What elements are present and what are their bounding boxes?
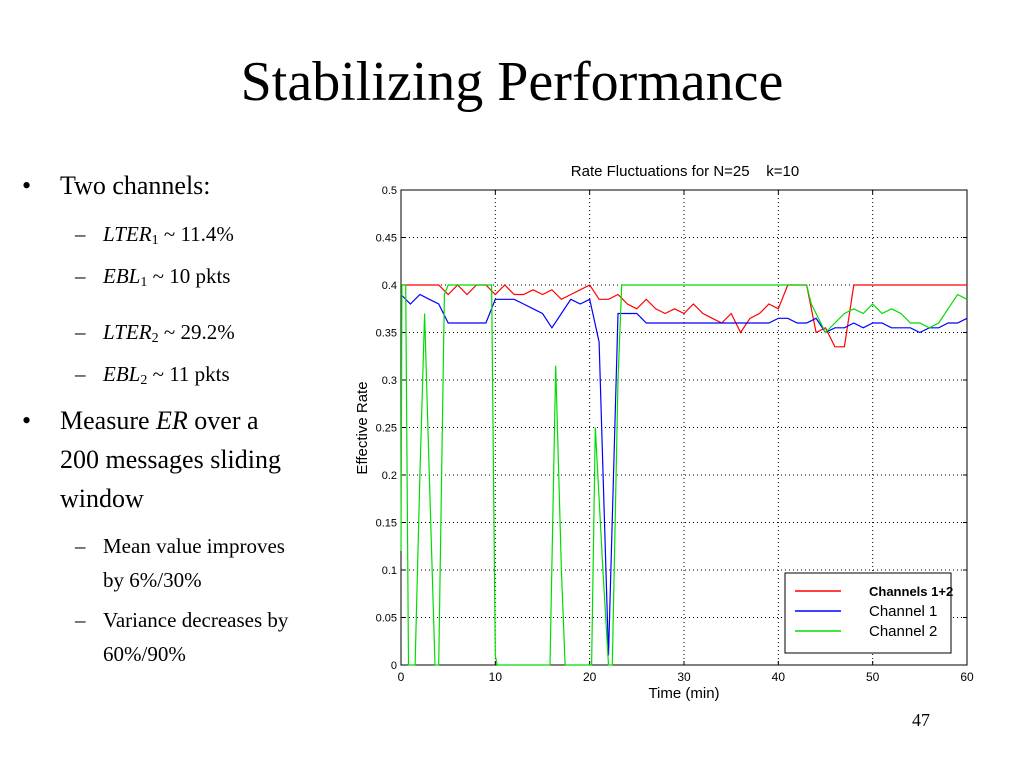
y-tick-label: 0.35 (376, 328, 397, 340)
ebl2-value: ~ 11 pkts (147, 362, 230, 386)
ebl2-label: EBL (103, 362, 141, 386)
dash-marker: – (75, 362, 86, 386)
x-tick-label: 40 (772, 670, 786, 684)
ebl2-subscript: 2 (140, 373, 148, 388)
lter2-value: ~ 29.2% (158, 320, 235, 344)
lter1-value: ~ 11.4% (158, 222, 234, 246)
x-tick-label: 50 (866, 670, 880, 684)
dash-marker: – (75, 222, 86, 246)
page-number: 47 (912, 710, 930, 730)
legend-label-2: Channel 1 (869, 603, 937, 620)
y-tick-label: 0.15 (376, 518, 397, 530)
dash-marker: – (75, 264, 86, 288)
bullet-dot: • (22, 406, 32, 435)
slide-title: Stabilizing Performance (240, 51, 784, 113)
legend-label-1: Channels 1+2 (869, 584, 953, 599)
x-axis-label: Time (min) (648, 685, 719, 702)
y-tick-label: 0.05 (376, 613, 397, 625)
chart-title: Rate Fluctuations for N=25 k=10 (571, 163, 799, 180)
y-tick-label: 0 (391, 660, 397, 672)
y-tick-label: 0.5 (382, 185, 397, 197)
ebl1-label: EBL (103, 264, 141, 288)
legend-label-3: Channel 2 (869, 623, 937, 640)
x-tick-label: 30 (677, 670, 691, 684)
y-tick-label: 0.25 (376, 423, 397, 435)
lter2-subscript: 2 (151, 331, 159, 346)
x-tick-label: 60 (960, 670, 974, 684)
legend-box (784, 572, 952, 654)
y-tick-label: 0.4 (382, 280, 397, 292)
dash-marker: – (75, 534, 86, 558)
ebl1-value: ~ 10 pkts (147, 264, 231, 288)
x-tick-label: 20 (583, 670, 597, 684)
bullet-text: Two channels: (60, 171, 211, 200)
lter1-label: LTER (103, 222, 152, 246)
dash-marker: – (75, 320, 86, 344)
y-tick-label: 0.2 (382, 470, 397, 482)
legend: Channels 1+2 Channel 1 Channel 2 (784, 572, 953, 654)
lter1-subscript: 1 (151, 233, 159, 248)
series-line-3 (400, 284, 968, 666)
x-tick-label: 0 (398, 670, 405, 684)
dash-marker: – (75, 608, 86, 632)
y-tick-label: 0.1 (382, 565, 397, 577)
y-tick-label: 0.45 (376, 233, 397, 245)
y-tick-label: 0.3 (382, 375, 397, 387)
ebl1-subscript: 1 (140, 275, 148, 290)
series-line-2 (400, 293, 968, 656)
y-axis-label: Effective Rate (354, 381, 371, 474)
series-lines (400, 284, 968, 666)
er-label: ER (156, 406, 188, 435)
lter2-label: LTER (103, 320, 152, 344)
x-tick-label: 10 (489, 670, 503, 684)
bullet-dot: • (22, 171, 32, 200)
